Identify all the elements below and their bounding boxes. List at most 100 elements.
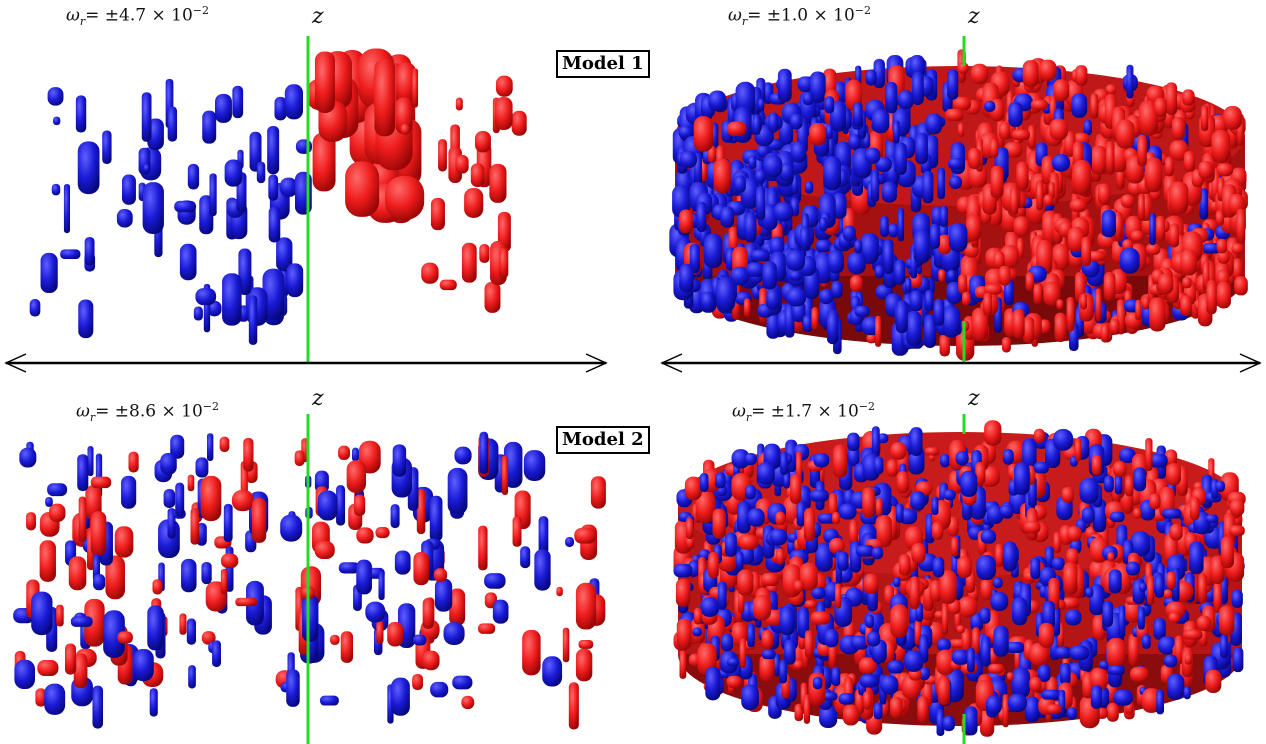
negative-vortex: [1137, 606, 1145, 630]
negative-vortex: [1107, 665, 1125, 675]
negative-vortex: [699, 473, 709, 492]
positive-vortex: [684, 476, 702, 501]
positive-vortex: [479, 244, 490, 263]
negative-vortex: [736, 501, 751, 534]
positive-vortex: [1130, 230, 1144, 242]
negative-vortex: [913, 229, 930, 264]
negative-vortex: [503, 441, 523, 488]
positive-vortex: [1124, 599, 1142, 623]
positive-vortex: [243, 437, 254, 472]
negative-vortex: [999, 505, 1014, 518]
positive-vortex: [294, 450, 305, 466]
negative-vortex: [859, 674, 879, 688]
negative-vortex: [52, 116, 61, 126]
positive-vortex: [1198, 160, 1213, 179]
negative-vortex: [716, 277, 736, 312]
negative-vortex: [910, 491, 926, 511]
positive-vortex: [713, 158, 731, 194]
positive-vortex: [35, 688, 47, 707]
positive-vortex: [1028, 125, 1036, 150]
positive-vortex: [1090, 668, 1108, 691]
negative-vortex: [1153, 617, 1166, 640]
negative-vortex: [779, 659, 788, 684]
positive-vortex: [1072, 159, 1092, 195]
negative-vortex: [866, 631, 881, 647]
negative-vortex: [783, 472, 790, 489]
positive-vortex: [761, 629, 773, 650]
negative-vortex: [780, 451, 788, 475]
positive-vortex: [803, 694, 811, 724]
negative-vortex: [761, 649, 776, 660]
negative-vortex: [673, 563, 693, 578]
positive-vortex: [952, 96, 972, 111]
negative-vortex: [276, 237, 293, 272]
negative-vortex: [678, 125, 693, 139]
negative-vortex: [941, 306, 961, 338]
positive-vortex: [114, 526, 134, 558]
vorticity-isosurfaces: [13, 414, 606, 744]
negative-vortex: [40, 252, 58, 294]
negative-vortex: [831, 280, 843, 299]
negative-vortex: [855, 545, 875, 557]
negative-vortex: [1133, 467, 1147, 492]
positive-vortex: [843, 704, 859, 726]
positive-vortex: [1146, 575, 1155, 606]
positive-vortex: [1198, 573, 1207, 604]
positive-vortex: [775, 511, 786, 526]
positive-vortex: [1105, 141, 1115, 175]
positive-vortex: [858, 657, 877, 675]
positive-vortex: [759, 654, 775, 682]
positive-vortex: [1158, 273, 1174, 294]
positive-vortex: [1002, 694, 1009, 728]
negative-vortex: [925, 113, 942, 135]
positive-vortex: [988, 663, 1005, 674]
positive-vortex: [1184, 653, 1192, 665]
positive-vortex: [1142, 296, 1150, 310]
negative-vortex: [317, 490, 338, 521]
positive-vortex: [522, 629, 541, 676]
positive-vortex: [968, 147, 981, 170]
negative-vortex: [142, 182, 164, 234]
positive-vortex: [1025, 272, 1034, 292]
negative-vortex: [815, 542, 833, 572]
negative-vortex: [837, 551, 849, 571]
positive-vortex: [1090, 93, 1098, 119]
positive-vortex: [902, 674, 921, 700]
negative-vortex: [280, 514, 303, 542]
negative-vortex: [565, 537, 575, 547]
positive-vortex: [811, 307, 819, 330]
negative-vortex: [865, 69, 877, 86]
negative-vortex: [319, 695, 339, 706]
positive-vortex: [863, 690, 872, 710]
positive-vortex: [961, 628, 971, 653]
negative-vortex: [232, 85, 244, 119]
positive-vortex: [983, 292, 993, 316]
positive-vortex: [1066, 297, 1075, 332]
negative-vortex: [842, 225, 856, 242]
positive-vortex: [1149, 297, 1166, 332]
omega-label-m2-right: ωr= ±1.7 × 10−2: [732, 400, 875, 425]
negative-vortex: [762, 261, 777, 290]
negative-vortex: [881, 181, 897, 203]
positive-vortex: [886, 459, 898, 477]
negative-vortex: [815, 239, 832, 253]
positive-vortex: [1163, 589, 1173, 599]
positive-vortex: [439, 279, 457, 291]
positive-vortex: [314, 541, 335, 560]
positive-vortex: [793, 580, 804, 593]
negative-vortex: [948, 222, 968, 252]
positive-vortex: [374, 58, 396, 137]
negative-vortex: [757, 98, 765, 110]
negative-vortex: [175, 482, 185, 517]
negative-vortex: [980, 529, 997, 544]
negative-vortex: [937, 167, 945, 200]
negative-vortex: [850, 635, 869, 650]
positive-vortex: [340, 631, 354, 663]
negative-vortex: [784, 302, 795, 338]
negative-vortex: [174, 200, 197, 213]
negative-vortex: [789, 113, 803, 130]
negative-vortex: [133, 648, 154, 682]
negative-vortex: [1054, 646, 1072, 659]
positive-vortex: [26, 512, 36, 531]
negative-vortex: [875, 156, 892, 172]
